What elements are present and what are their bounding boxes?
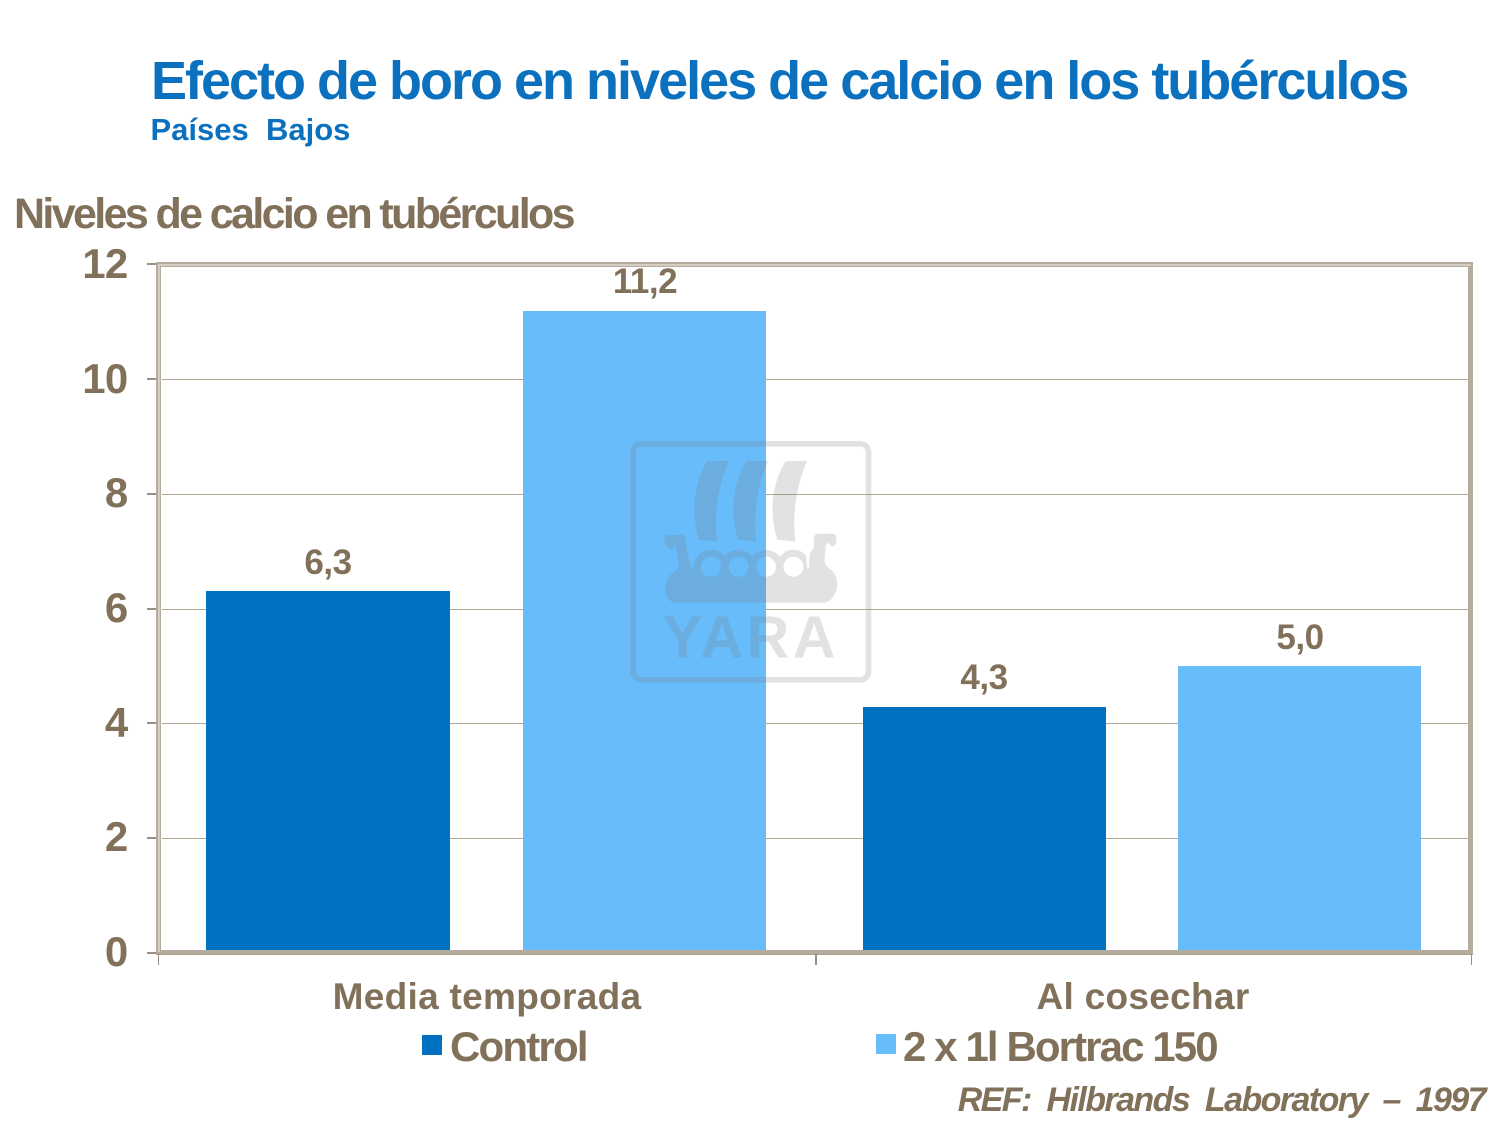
svg-text:YARA: YARA: [662, 605, 838, 671]
